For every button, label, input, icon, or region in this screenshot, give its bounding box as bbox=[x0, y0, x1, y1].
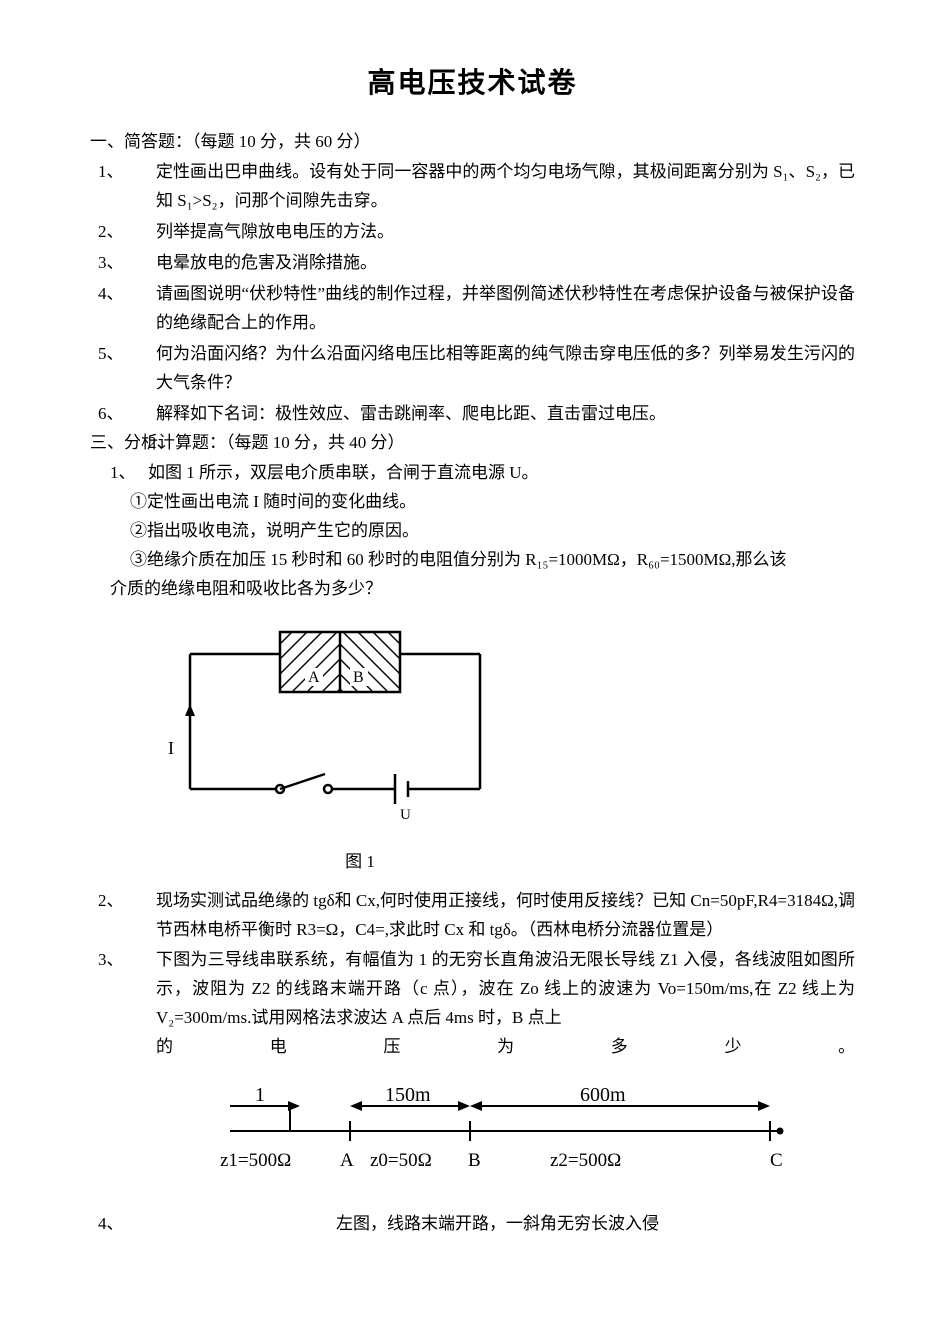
fig1-label-u: U bbox=[400, 807, 411, 823]
section2-heading-row: 2、 三、分析计算题：（每题 10 分，共 40 分） bbox=[90, 429, 855, 458]
arrowhead-icon bbox=[185, 704, 195, 716]
q3-spread-char: 多 bbox=[611, 1037, 674, 1056]
q-body: 列举提高气隙放电电压的方法。 bbox=[156, 218, 855, 247]
fig2-c: C bbox=[770, 1150, 783, 1171]
q-number: 5、 bbox=[90, 340, 156, 398]
fig2-z2: z2=500Ω bbox=[550, 1150, 621, 1171]
q-number: 1、 bbox=[110, 459, 148, 488]
q-number: 2、 bbox=[90, 887, 156, 945]
fig2-b: B bbox=[468, 1150, 481, 1171]
q-body: 请画图说明“伏秒特性”曲线的制作过程，并举图例简述伏秒特性在考虑保护设备与被保护… bbox=[156, 280, 855, 338]
section2-heading: 三、分析计算题：（每题 10 分，共 40 分） bbox=[90, 433, 405, 452]
fig2-one: 1 bbox=[255, 1084, 265, 1106]
q-number: 2、 bbox=[90, 218, 156, 247]
q-body: 电晕放电的危害及消除措施。 bbox=[156, 249, 855, 278]
stray-number: 2、 bbox=[148, 429, 174, 458]
q1-line1: ①定性画出电流 I 随时间的变化曲线。 bbox=[90, 488, 855, 517]
q-body: 如图 1 所示，双层电介质串联，合闸于直流电源 U。 bbox=[148, 459, 855, 488]
q-body: 左图，线路末端开路，一斜角无穷长波入侵 bbox=[156, 1210, 855, 1239]
figure-2: 1 150m 600m z1=500Ω A z0=50Ω B z2=500Ω C bbox=[210, 1076, 855, 1196]
figure-1-svg: A B I U bbox=[150, 624, 510, 834]
q-body: 下图为三导线串联系统，有幅值为 1 的无穷长直角波沿无限长导线 Z1 入侵，各线… bbox=[156, 946, 855, 1062]
fig2-z1: z1=500Ω bbox=[220, 1150, 291, 1171]
figure-1-caption: 图 1 bbox=[210, 848, 510, 877]
q-item: 4、 请画图说明“伏秒特性”曲线的制作过程，并举图例简述伏秒特性在考虑保护设备与… bbox=[90, 280, 855, 338]
fig1-label-i: I bbox=[168, 738, 174, 758]
fig2-d600: 600m bbox=[580, 1084, 626, 1106]
figure-1: A B I U 图 1 bbox=[150, 624, 855, 877]
q3-spread-char: 电 bbox=[270, 1037, 333, 1056]
section1-list: 1、 定性画出巴申曲线。设有处于同一容器中的两个均匀电场气隙，其极间距离分别为 … bbox=[90, 158, 855, 428]
q3-spread-char: 的 bbox=[156, 1037, 219, 1056]
q-number: 6、 bbox=[90, 400, 156, 429]
q1-line3b: 介质的绝缘电阻和吸收比各为多少？ bbox=[90, 575, 855, 604]
q-item: 4、 左图，线路末端开路，一斜角无穷长波入侵 bbox=[90, 1210, 855, 1239]
q-item: 2、 现场实测试品绝缘的 tgδ和 Cx,何时使用正接线，何时使用反接线？已知 … bbox=[90, 887, 855, 945]
q-body: 何为沿面闪络？为什么沿面闪络电压比相等距离的纯气隙击穿电压低的多？列举易发生污闪… bbox=[156, 340, 855, 398]
q3-spread-char: 压 bbox=[383, 1037, 446, 1056]
q1-line2: ②指出吸收电流，说明产生它的原因。 bbox=[90, 517, 855, 546]
page-title: 高电压技术试卷 bbox=[90, 60, 855, 108]
q-number: 1、 bbox=[90, 158, 156, 216]
fig1-label-b: B bbox=[353, 669, 364, 686]
q-item: 3、 下图为三导线串联系统，有幅值为 1 的无穷长直角波沿无限长导线 Z1 入侵… bbox=[90, 946, 855, 1062]
section1-heading: 一、简答题：（每题 10 分，共 60 分） bbox=[90, 128, 855, 157]
q-body: 定性画出巴申曲线。设有处于同一容器中的两个均匀电场气隙，其极间距离分别为 S₁、… bbox=[156, 158, 855, 216]
q-item: 2、 列举提高气隙放电电压的方法。 bbox=[90, 218, 855, 247]
q-body: 现场实测试品绝缘的 tgδ和 Cx,何时使用正接线，何时使用反接线？已知 Cn=… bbox=[156, 887, 855, 945]
q1-line3a: ③绝缘介质在加压 15 秒时和 60 秒时的电阻值分别为 R₁₅=1000MΩ，… bbox=[90, 546, 855, 575]
q-item: 1、 定性画出巴申曲线。设有处于同一容器中的两个均匀电场气隙，其极间距离分别为 … bbox=[90, 158, 855, 216]
q3-text-a: 下图为三导线串联系统，有幅值为 1 的无穷长直角波沿无限长导线 Z1 入侵，各线… bbox=[156, 950, 855, 1027]
q3-spread-line: 的 电 压 为 多 少 。 bbox=[156, 1033, 855, 1062]
q3-spread-char: 。 bbox=[838, 1037, 855, 1056]
fig2-z0: z0=50Ω bbox=[370, 1150, 432, 1171]
q-number: 4、 bbox=[90, 280, 156, 338]
fig2-d150: 150m bbox=[385, 1084, 431, 1106]
q-body: 解释如下名词：极性效应、雷击跳闸率、爬电比距、直击雷过电压。 bbox=[156, 400, 855, 429]
q-number: 3、 bbox=[90, 249, 156, 278]
q3-spread-char: 少 bbox=[724, 1037, 787, 1056]
q-item: 3、 电晕放电的危害及消除措施。 bbox=[90, 249, 855, 278]
q-number: 3、 bbox=[90, 946, 156, 1062]
q-number: 4、 bbox=[90, 1210, 156, 1239]
figure-2-svg: 1 150m 600m z1=500Ω A z0=50Ω B z2=500Ω C bbox=[210, 1076, 810, 1186]
q-item: 5、 何为沿面闪络？为什么沿面闪络电压比相等距离的纯气隙击穿电压低的多？列举易发… bbox=[90, 340, 855, 398]
q-item: 1、 如图 1 所示，双层电介质串联，合闸于直流电源 U。 bbox=[90, 459, 855, 488]
fig2-a: A bbox=[340, 1150, 354, 1171]
fig1-label-a: A bbox=[308, 669, 320, 686]
q3-spread-char: 为 bbox=[497, 1037, 560, 1056]
q-item: 6、 解释如下名词：极性效应、雷击跳闸率、爬电比距、直击雷过电压。 bbox=[90, 400, 855, 429]
